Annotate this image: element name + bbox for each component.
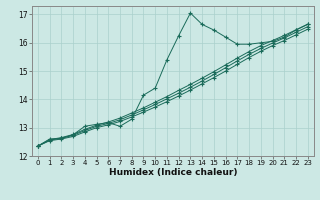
X-axis label: Humidex (Indice chaleur): Humidex (Indice chaleur) xyxy=(108,168,237,177)
